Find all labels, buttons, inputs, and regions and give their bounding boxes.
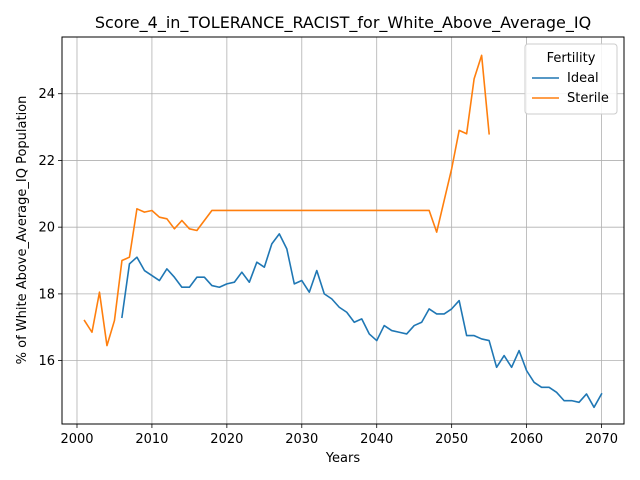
y-tick-label: 24 <box>38 87 55 102</box>
y-axis-label: % of White Above_Average_IQ Population <box>15 96 30 365</box>
y-tick-label: 20 <box>38 221 55 236</box>
legend-box <box>524 43 618 115</box>
series-lines <box>83 54 603 409</box>
y-tick-label: 18 <box>38 287 55 302</box>
x-tick-label: 2000 <box>60 432 93 447</box>
series-line-sterile <box>83 54 490 347</box>
x-tick-label: 2030 <box>285 432 318 447</box>
x-axis-ticks: 2000 2010 2020 2030 2040 2050 2060 2070 <box>60 424 618 447</box>
x-tick-label: 2060 <box>510 432 543 447</box>
legend: Fertility Ideal Sterile <box>524 43 618 115</box>
x-tick-label: 2010 <box>135 432 168 447</box>
series-line-ideal <box>121 233 603 409</box>
chart-title: Score_4_in_TOLERANCE_RACIST_for_White_Ab… <box>95 13 591 33</box>
legend-label-ideal: Ideal <box>567 71 599 86</box>
y-tick-label: 16 <box>38 354 55 369</box>
y-tick-label: 22 <box>38 154 55 169</box>
y-axis-ticks: 16 18 20 22 24 <box>38 87 62 369</box>
plot-area-frame <box>61 36 625 425</box>
x-tick-label: 2020 <box>210 432 243 447</box>
x-tick-label: 2040 <box>360 432 393 447</box>
x-axis-label: Years <box>325 451 361 466</box>
x-tick-label: 2070 <box>585 432 618 447</box>
x-tick-label: 2050 <box>435 432 468 447</box>
legend-label-sterile: Sterile <box>567 91 609 106</box>
legend-title: Fertility <box>547 51 596 66</box>
